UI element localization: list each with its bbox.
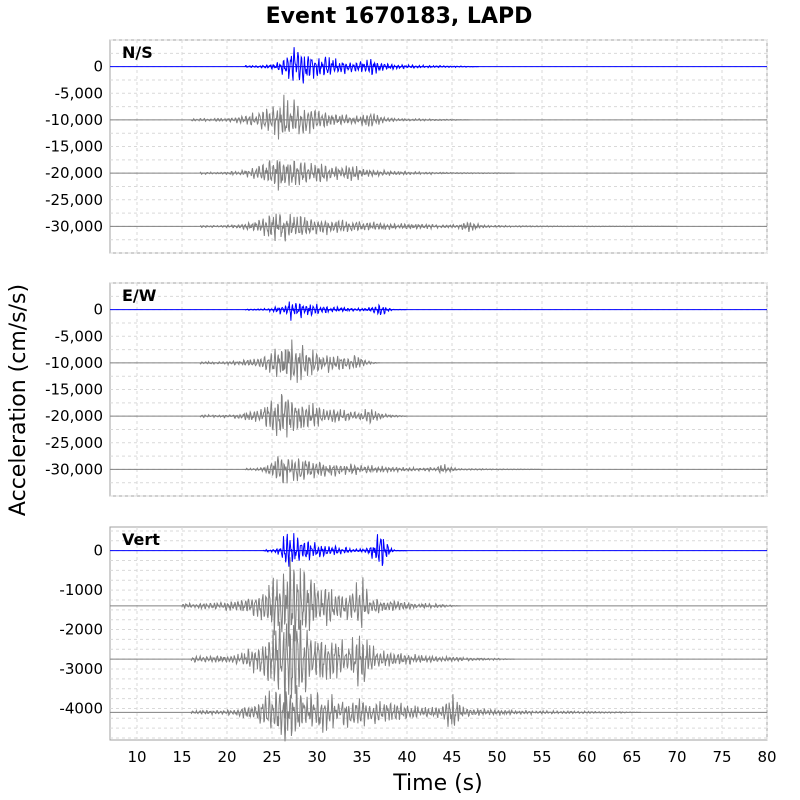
y-tick-label: -15,000 bbox=[45, 138, 103, 156]
waveform-trace-0 bbox=[245, 301, 407, 321]
y-tick-label: -4000 bbox=[59, 699, 103, 717]
waveform-trace-3 bbox=[200, 213, 677, 242]
y-tick-label: -20,000 bbox=[45, 164, 103, 182]
panel-ns: 0 -5,000 -10,000 -15,000 -20,000 -25,000 -30,0… bbox=[45, 39, 768, 254]
waveform-trace-3 bbox=[190, 685, 641, 742]
waveform-trace-1 bbox=[190, 94, 470, 140]
y-tick-label: -10,000 bbox=[45, 354, 103, 372]
waveform-trace-1 bbox=[181, 557, 461, 647]
y-axis-label: Acceleration (cm/s/s) bbox=[6, 284, 31, 516]
x-tick-label: 75 bbox=[712, 748, 731, 766]
x-tick-label: 20 bbox=[217, 748, 236, 766]
panel-vert: 0 -1000 -2000 -3000 -4000 Vert 10 15 20 25 30 35 40 4… bbox=[59, 526, 777, 766]
y-tick-label: -5,000 bbox=[55, 84, 103, 102]
panel-label: Vert bbox=[122, 530, 160, 549]
waveform-trace-2 bbox=[190, 619, 515, 719]
x-tick-label: 30 bbox=[307, 748, 326, 766]
chart-title: Event 1670183, LAPD bbox=[266, 4, 533, 29]
y-tick-label: -2000 bbox=[59, 621, 103, 639]
x-tick-label: 45 bbox=[442, 748, 461, 766]
x-tick-label: 80 bbox=[757, 748, 776, 766]
y-tick-label: -30,000 bbox=[45, 217, 103, 235]
plot-frame bbox=[109, 526, 768, 741]
x-tick-label: 40 bbox=[397, 748, 416, 766]
waveform-trace-0 bbox=[244, 47, 479, 84]
y-tick-label: -10,000 bbox=[45, 111, 103, 129]
x-tick-label: 15 bbox=[172, 748, 191, 766]
x-tick-label: 35 bbox=[352, 748, 371, 766]
waveform-trace-2 bbox=[199, 160, 515, 191]
panel-label: N/S bbox=[122, 43, 153, 62]
y-tick-label: 0 bbox=[93, 58, 103, 76]
y-tick-label: 0 bbox=[93, 542, 103, 560]
x-tick-label: 50 bbox=[487, 748, 506, 766]
y-tick-label: -30,000 bbox=[45, 460, 103, 478]
x-tick-label: 25 bbox=[262, 748, 281, 766]
y-tick-label: -20,000 bbox=[45, 407, 103, 425]
y-tick-label: -25,000 bbox=[45, 434, 103, 452]
waveform-trace-3 bbox=[245, 456, 542, 484]
y-tick-label: -15,000 bbox=[45, 381, 103, 399]
x-tick-label: 10 bbox=[127, 748, 146, 766]
y-tick-label: 0 bbox=[93, 301, 103, 319]
waveform-trace-2 bbox=[199, 393, 407, 438]
x-tick-label: 60 bbox=[577, 748, 596, 766]
x-tick-label: 65 bbox=[622, 748, 641, 766]
y-tick-label: -1000 bbox=[59, 581, 103, 599]
panel-label: E/W bbox=[122, 286, 157, 305]
panel-ew: 0 -5,000 -10,000 -15,000 -20,000 -25,000 -30,0… bbox=[45, 282, 768, 497]
waveform-trace-1 bbox=[199, 339, 380, 383]
y-tick-label: -25,000 bbox=[45, 191, 103, 209]
waveform-trace-0 bbox=[262, 533, 407, 567]
y-tick-label: -3000 bbox=[59, 660, 103, 678]
x-tick-label: 55 bbox=[532, 748, 551, 766]
x-tick-label: 70 bbox=[667, 748, 686, 766]
x-axis-label: Time (s) bbox=[392, 771, 482, 796]
y-tick-label: -5,000 bbox=[55, 327, 103, 345]
panels-group: 0 -5,000 -10,000 -15,000 -20,000 -25,000 -30,0… bbox=[45, 39, 777, 766]
